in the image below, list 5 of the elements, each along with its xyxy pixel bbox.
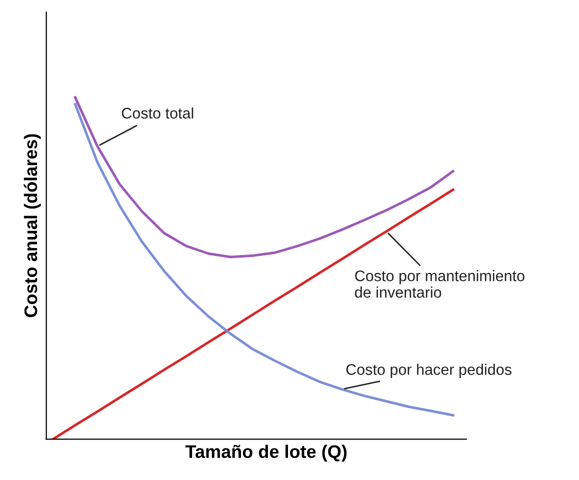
y-axis-title: Costo anual (dólares) <box>24 134 41 318</box>
text: Costo total <box>122 107 194 119</box>
x-axis-title: Tamaño de lote (Q) <box>185 444 347 462</box>
series-label: Costo por mantenimiento de inventario <box>354 270 524 298</box>
series-label: Costo por hacer pedidos <box>346 364 512 378</box>
